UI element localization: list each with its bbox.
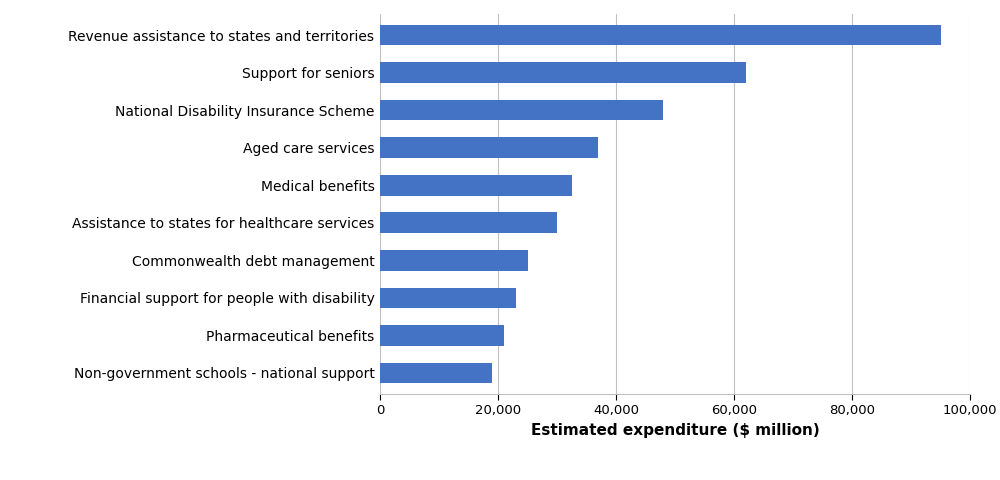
- X-axis label: Estimated expenditure ($ million): Estimated expenditure ($ million): [531, 422, 819, 438]
- Bar: [380, 325, 504, 346]
- Bar: [380, 137, 598, 158]
- Bar: [380, 100, 663, 120]
- Bar: [380, 62, 746, 83]
- Bar: [380, 250, 528, 271]
- Bar: [380, 175, 572, 195]
- Bar: [380, 362, 492, 383]
- Bar: [380, 288, 516, 308]
- Bar: [380, 25, 941, 46]
- Bar: [380, 213, 557, 233]
